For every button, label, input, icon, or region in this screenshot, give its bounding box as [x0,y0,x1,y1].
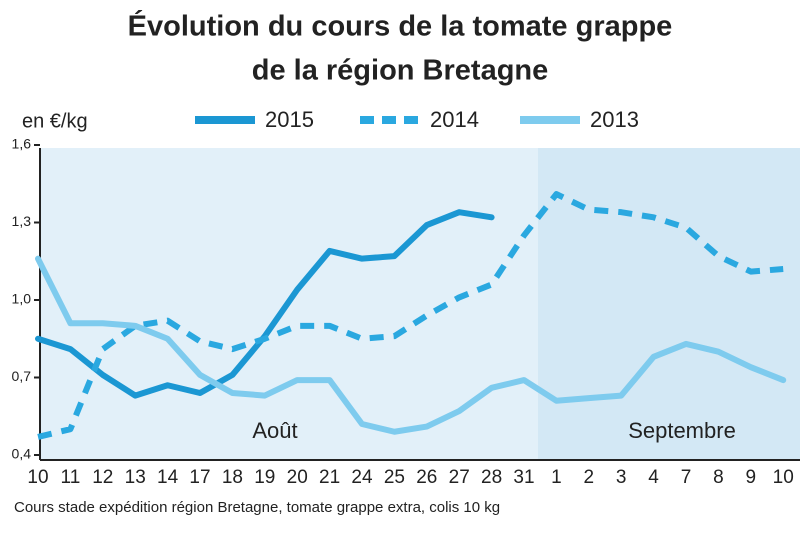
x-tick-label: 8 [713,467,724,488]
legend-label: 2013 [590,107,639,132]
y-tick-label: 0,4 [12,446,32,462]
series-line [35,255,787,435]
x-tick-label: 12 [92,467,113,488]
x-tick-label: 20 [287,467,308,488]
chart-title: de la région Bretagne [252,55,549,87]
x-tick-label: 24 [351,467,373,488]
legend-label: 2015 [265,107,314,132]
x-tick-label: 4 [648,467,659,488]
x-tick-label: 21 [319,467,340,488]
x-tick-label: 13 [125,467,146,488]
x-tick-label: 26 [416,467,437,488]
x-tick-label: 7 [681,467,692,488]
x-tick-label: 1 [551,467,562,488]
x-tick-label: 9 [746,467,757,488]
x-tick-label: 2 [584,467,595,488]
x-tick-label: 31 [513,467,534,488]
x-tick-label: 11 [61,467,81,488]
x-tick-label: 14 [157,467,179,488]
y-tick-label: 1,0 [12,291,32,307]
x-tick-label: 19 [254,467,275,488]
y-tick-label: 0,7 [12,368,32,384]
x-tick-label: 28 [481,467,502,488]
x-tick-label: 17 [189,467,210,488]
x-tick-label: 3 [616,467,627,488]
annotation: Août [252,418,297,443]
legend-label: 2014 [430,107,479,132]
y-tick-label: 1,6 [12,136,32,152]
september-area [538,148,800,460]
y-tick-label: 1,3 [12,213,32,229]
footnote: Cours stade expédition région Bretagne, … [14,499,500,516]
x-tick-label: 18 [222,467,243,488]
x-tick-label: 25 [384,467,405,488]
y-axis-label: en €/kg [22,110,88,132]
x-tick-label: 10 [773,467,794,488]
chart-title: Évolution du cours de la tomate grappe [128,9,673,43]
x-tick-label: 10 [27,467,48,488]
x-tick-label: 27 [449,467,470,488]
annotation: Septembre [628,418,736,443]
